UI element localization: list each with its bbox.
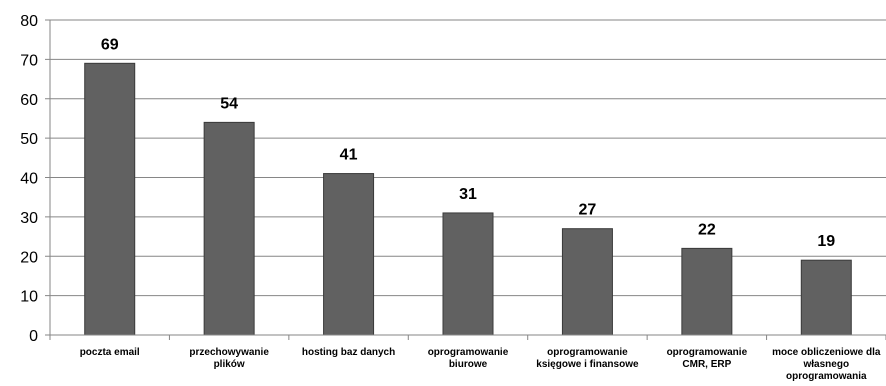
y-tick-label: 80 <box>20 13 38 30</box>
x-category-label: przechowywanie plików <box>189 347 269 370</box>
data-label: 19 <box>817 233 835 250</box>
x-category-label-line: hosting baz danych <box>302 347 395 358</box>
data-label: 22 <box>698 221 716 238</box>
x-category-label-line: oprogramowanie <box>428 347 509 358</box>
data-labels: 69 54 41 31 27 22 19 <box>101 36 835 250</box>
x-category-label-line: poczta email <box>80 347 140 358</box>
bar <box>681 247 733 336</box>
data-label: 54 <box>220 95 238 112</box>
axes <box>45 19 886 340</box>
y-tick-label: 40 <box>20 171 38 188</box>
x-category-label: oprogramowanie CMR, ERP <box>667 347 748 370</box>
bar <box>203 121 255 336</box>
data-label: 69 <box>101 36 119 53</box>
y-tick-label: 60 <box>20 92 38 109</box>
bar <box>323 173 375 336</box>
x-axis-category-labels: poczta email przechowywanie plików hosting … <box>80 347 881 382</box>
x-category-label-line: CMR, ERP <box>682 359 731 370</box>
bar <box>561 228 613 336</box>
x-category-label: oprogramowanie biurowe <box>428 347 509 370</box>
y-tick-label: 70 <box>20 52 38 69</box>
y-axis-ticks: 0 10 20 30 40 50 60 70 80 <box>20 13 38 345</box>
data-label: 41 <box>340 147 358 164</box>
x-category-label-line: plików <box>214 359 245 370</box>
bar <box>442 212 494 336</box>
y-tick-label: 0 <box>29 328 38 345</box>
x-category-label-line: oprogramowanie <box>667 347 748 358</box>
x-category-label: oprogramowanie księgowe i finansowe <box>536 347 639 370</box>
bar <box>84 62 136 336</box>
bar <box>800 259 852 336</box>
x-category-label: poczta email <box>80 347 140 358</box>
x-category-label-line: przechowywanie <box>189 347 269 358</box>
bars <box>84 62 852 336</box>
x-category-label-line: oprogramowania <box>786 371 867 382</box>
x-category-label-line: własnego <box>802 359 849 370</box>
y-tick-label: 10 <box>20 289 38 306</box>
x-category-label-line: moce obliczeniowe dla <box>772 347 881 358</box>
x-category-label: hosting baz danych <box>302 347 395 358</box>
x-category-label-line: księgowe i finansowe <box>536 359 639 370</box>
y-tick-label: 30 <box>20 210 38 227</box>
data-label: 31 <box>459 186 477 203</box>
data-label: 27 <box>579 202 597 219</box>
y-tick-label: 20 <box>20 249 38 266</box>
x-category-label: moce obliczeniowe dla własnego oprogramowa… <box>772 347 881 382</box>
x-category-label-line: biurowe <box>449 359 488 370</box>
x-category-label-line: oprogramowanie <box>547 347 628 358</box>
y-tick-label: 50 <box>20 131 38 148</box>
